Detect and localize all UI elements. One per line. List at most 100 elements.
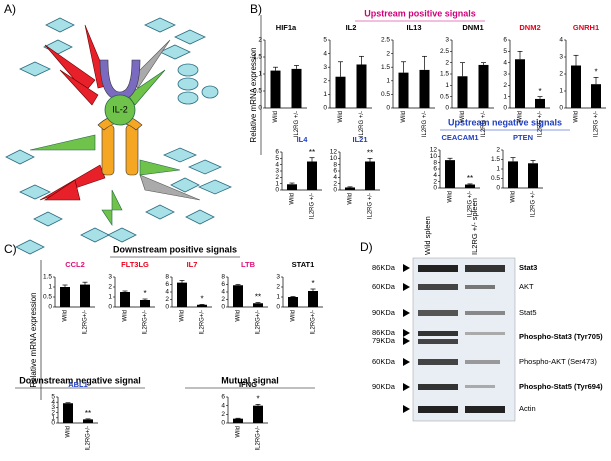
x-tick-label: Wild: [460, 111, 466, 123]
y-tick-label: 8: [333, 161, 337, 168]
y-tick-label: 4: [221, 402, 225, 409]
x-tick-label: IL2RG+/-: [86, 426, 92, 451]
y-tick-label: 2: [51, 409, 55, 416]
y-tick-label: 3: [323, 64, 327, 71]
y-tick-label: 3: [503, 71, 507, 78]
y-tick-label: 6: [503, 37, 507, 44]
axis-label: Relative mRNA expression: [29, 292, 38, 387]
blot-image: [412, 257, 516, 422]
chart-title: FLT3LG: [121, 260, 149, 269]
kda-marker: 90KDa: [372, 308, 396, 317]
marker-arrow: [403, 283, 410, 291]
y-tick-label: 6: [275, 149, 279, 156]
chart-title: IL7: [187, 260, 198, 269]
bar: [140, 300, 150, 307]
y-tick-label: 3: [445, 37, 449, 44]
bar: [356, 64, 367, 108]
y-tick-label: 1: [275, 180, 279, 187]
y-tick-label: 10: [430, 153, 438, 160]
y-tick-label: 1.5: [491, 156, 500, 163]
y-tick-label: 0.5: [491, 175, 500, 182]
y-tick-label: 1: [51, 415, 55, 422]
y-tick-label: 4: [433, 172, 437, 179]
y-tick-label: 0: [333, 187, 337, 194]
protein-label: AKT: [519, 282, 534, 291]
x-tick-label: IL2RG+/-: [256, 426, 262, 451]
bar: [233, 418, 243, 423]
x-tick-label: IL2RG +/-: [594, 111, 600, 137]
x-tick-label: IL2RG +/-: [310, 193, 316, 219]
y-tick-label: 2: [559, 71, 563, 78]
y-tick-label: 2: [221, 296, 225, 303]
x-tick-label: IL2RG +/-: [481, 111, 487, 137]
bar: [63, 403, 73, 423]
marker-arrow: [403, 405, 410, 413]
bar: [528, 163, 538, 188]
blot-column: Wild spleen: [423, 216, 432, 255]
y-tick-label: 1: [496, 166, 500, 173]
panel-label: A): [4, 2, 16, 16]
marker-arrow: [403, 264, 410, 272]
y-tick-label: 1: [258, 71, 262, 78]
chart-title: IFNG: [239, 380, 257, 389]
x-tick-label: Wild: [236, 310, 242, 322]
significance: *: [256, 394, 259, 403]
bar: [253, 405, 263, 423]
panel-label: D): [360, 240, 373, 254]
x-tick-label: IL2RG+/-: [311, 310, 317, 335]
y-tick-label: 0: [496, 185, 500, 192]
bar: [515, 59, 525, 108]
x-tick-label: IL2RG+/-: [143, 310, 149, 335]
marker-arrow: [403, 358, 410, 366]
x-tick-label: IL2RG+/-: [256, 310, 262, 335]
chart-title: LTB: [241, 260, 256, 269]
x-tick-label: IL2RG+/-: [83, 310, 89, 335]
bar: [288, 297, 298, 307]
chart-title: HIF1a: [276, 23, 297, 32]
y-tick-label: 1: [386, 78, 390, 85]
chart-title: GNRH1: [573, 23, 599, 32]
y-tick-label: 2.5: [440, 48, 449, 55]
significance: *: [538, 87, 541, 96]
x-tick-label: IL2RG +/-: [359, 111, 365, 137]
y-tick-label: 4: [275, 161, 279, 168]
x-tick-label: IL2RG +/-: [422, 111, 428, 137]
bar: [287, 184, 297, 190]
y-tick-label: 0: [48, 304, 52, 311]
x-tick-label: Wild: [348, 193, 354, 205]
marker-arrow: [403, 337, 410, 345]
bar: [365, 161, 375, 190]
kda-marker: 86KDa: [372, 263, 396, 272]
kda-marker: 90KDa: [372, 382, 396, 391]
y-tick-label: 1: [48, 284, 52, 291]
y-tick-label: 1: [323, 91, 327, 98]
y-tick-label: 0: [275, 187, 279, 194]
y-tick-label: 1.5: [253, 54, 262, 61]
x-tick-label: IL2RG +/-: [538, 111, 544, 137]
x-tick-label: Wild: [291, 310, 297, 322]
bar: [308, 291, 318, 307]
y-tick-label: 0: [503, 105, 507, 112]
y-tick-label: 2.5: [381, 37, 390, 44]
y-tick-label: 4: [51, 399, 55, 406]
y-tick-label: 4: [221, 289, 225, 296]
y-tick-label: 2: [496, 147, 500, 154]
x-tick-label: Wild: [448, 191, 454, 203]
bar: [571, 65, 581, 108]
bar: [508, 161, 518, 188]
bar: [307, 161, 317, 190]
y-tick-label: 4: [503, 59, 507, 66]
y-tick-label: 3: [108, 274, 112, 281]
protein-label: Phospho-Stat5 (Tyr694): [519, 382, 603, 391]
bar: [591, 84, 601, 108]
significance: *: [143, 289, 146, 298]
y-tick-label: 0: [323, 105, 327, 112]
bar: [60, 287, 70, 307]
bar: [83, 419, 93, 423]
y-tick-label: 8: [433, 159, 437, 166]
bar: [478, 64, 489, 108]
significance: *: [200, 294, 203, 303]
bar: [535, 98, 545, 108]
chart-title: DNM1: [462, 23, 483, 32]
